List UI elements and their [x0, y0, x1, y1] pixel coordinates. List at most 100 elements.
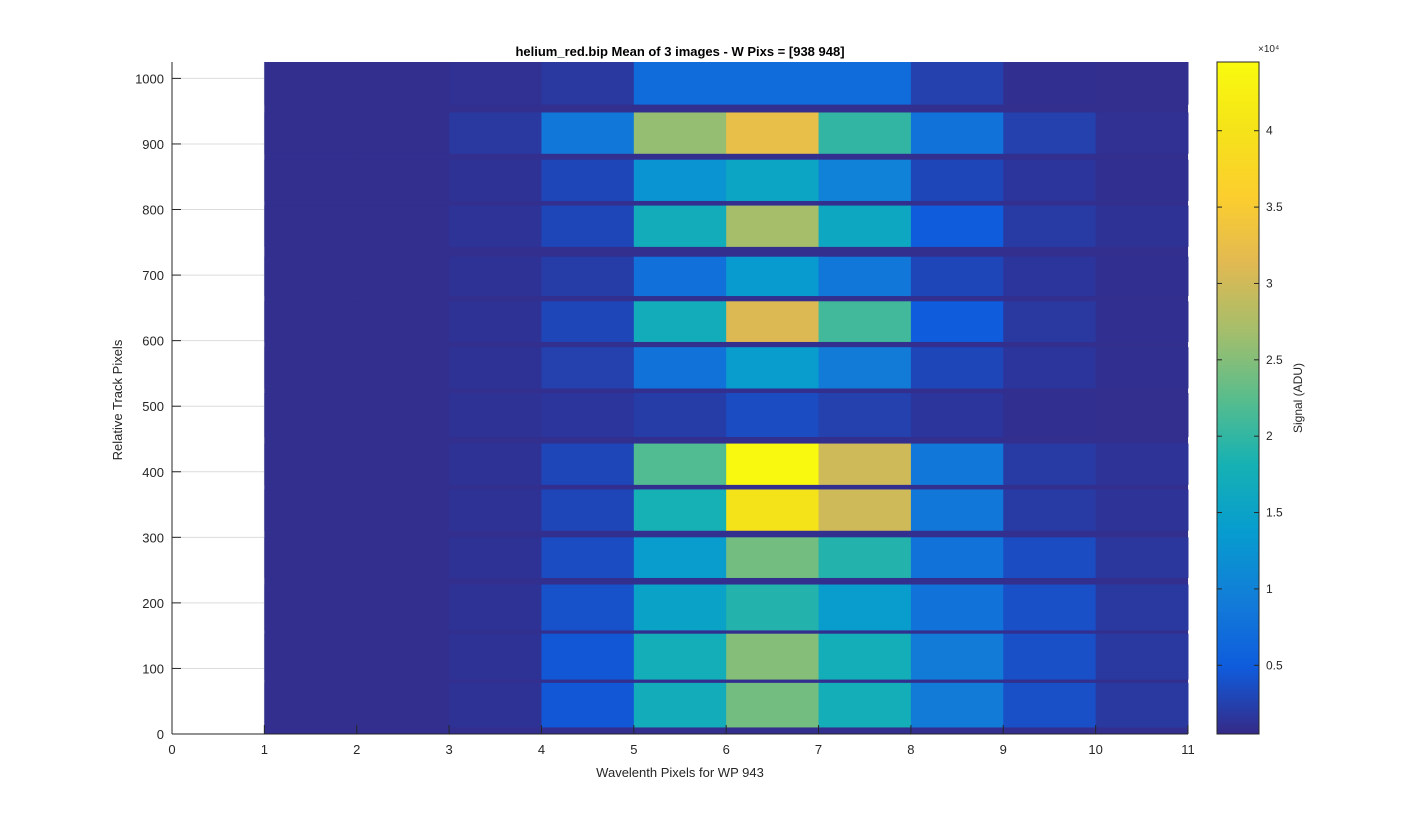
heatmap-cell	[1095, 159, 1189, 201]
colorbar: 0.5 1 1.5 2 2.5 3 3.5 4	[1216, 61, 1283, 735]
heatmap-cell	[449, 489, 542, 531]
heatmap-cell	[633, 443, 727, 485]
heatmap-cell	[356, 112, 450, 154]
heatmap-cell	[1095, 347, 1189, 389]
heatmap-cell	[818, 205, 912, 247]
chart-title: helium_red.bip Mean of 3 images - W Pixs…	[515, 44, 844, 59]
heatmap-cell	[264, 393, 358, 438]
heatmap-cell	[633, 256, 727, 297]
heatmap-cell	[726, 682, 820, 728]
heatmap-cell	[818, 633, 912, 680]
x-tick-label: 9	[1000, 742, 1007, 757]
heatmap-cell	[910, 205, 1004, 247]
heatmap-cell	[264, 205, 358, 247]
heatmap-cell	[541, 537, 635, 578]
heatmap-cell	[818, 537, 912, 578]
y-tick-label: 500	[142, 399, 164, 414]
heatmap-cell	[356, 443, 450, 485]
y-tick-label: 100	[142, 661, 164, 676]
heatmap-cell	[910, 489, 1004, 531]
heatmap-cell	[726, 633, 820, 680]
heatmap-cell	[1003, 537, 1097, 578]
heatmap-cell	[910, 159, 1004, 201]
x-tick-label: 10	[1088, 742, 1102, 757]
heatmap-cell	[541, 256, 635, 297]
heatmap-cell	[449, 584, 542, 631]
heatmap-cell	[818, 112, 912, 154]
heatmap-cell	[449, 159, 542, 201]
heatmap-cell	[541, 205, 635, 247]
heatmap-cell	[726, 489, 820, 531]
heatmap-cell	[726, 112, 820, 154]
heatmap-cell	[726, 62, 820, 105]
heatmap-cell	[1095, 393, 1189, 438]
heatmap-cell	[818, 682, 912, 728]
axes: 0 1 2 3 4 5 6 7 8 9 10 11 0 100 200 300 400 500 600 700 800 9…	[135, 62, 1195, 757]
x-tick-label: 7	[815, 742, 822, 757]
x-tick-label: 11	[1181, 742, 1195, 757]
y-tick-label: 700	[142, 268, 164, 283]
heatmap-cell	[264, 682, 358, 728]
y-tick-label: 0	[157, 727, 164, 742]
heatmap-cell	[264, 347, 358, 389]
heatmap-cell	[449, 62, 542, 105]
heatmap-cell	[726, 393, 820, 438]
heatmap-cell	[264, 159, 358, 201]
heatmap-cell	[1003, 489, 1097, 531]
heatmap-cell	[818, 347, 912, 389]
x-tick-label: 6	[723, 742, 730, 757]
heatmap-cell	[910, 443, 1004, 485]
heatmap-cell	[356, 633, 450, 680]
heatmap-cell	[910, 537, 1004, 578]
heatmap-cell	[1095, 301, 1189, 342]
heatmap-cell	[633, 537, 727, 578]
heatmap-cell	[356, 393, 450, 438]
heatmap-cell	[541, 112, 635, 154]
heatmap-cell	[449, 205, 542, 247]
heatmap-cell	[726, 159, 820, 201]
heatmap-cell	[356, 256, 450, 297]
heatmap-cell	[541, 489, 635, 531]
heatmap-cell	[910, 393, 1004, 438]
colorbar-tick-label: 3	[1266, 276, 1273, 290]
heatmap-cell	[910, 112, 1004, 154]
heatmap-cell	[449, 112, 542, 154]
heatmap-cell	[264, 584, 358, 631]
x-tick-label: 4	[538, 742, 545, 757]
heatmap-cell	[264, 62, 358, 105]
heatmap-cell	[1003, 682, 1097, 728]
heatmap-cell	[449, 537, 542, 578]
heatmap-cell	[726, 301, 820, 342]
heatmap-cell	[356, 489, 450, 531]
heatmap-cell	[1095, 633, 1189, 680]
y-tick-label: 900	[142, 137, 164, 152]
heatmap-cell	[910, 301, 1004, 342]
heatmap-cell	[356, 584, 450, 631]
heatmap-cell	[910, 347, 1004, 389]
heatmap-cell	[1095, 205, 1189, 247]
heatmap-cell	[264, 537, 358, 578]
colorbar-gradient	[1216, 61, 1260, 735]
heatmap-cell	[726, 584, 820, 631]
colorbar-tick-label: 1.5	[1266, 506, 1283, 520]
heatmap-cell	[1003, 347, 1097, 389]
heatmap-cell	[356, 159, 450, 201]
heatmap-cell	[541, 393, 635, 438]
heatmap-cell	[633, 489, 727, 531]
heatmap-cell	[818, 301, 912, 342]
y-tick-label: 300	[142, 530, 164, 545]
heatmap-cell	[1095, 489, 1189, 531]
heatmap-cell	[726, 205, 820, 247]
heatmap-cell	[1095, 443, 1189, 485]
heatmap-cell	[1003, 112, 1097, 154]
heatmap-cell	[264, 112, 358, 154]
heatmap-cell	[1003, 159, 1097, 201]
heatmap-cell	[449, 443, 542, 485]
heatmap-cell	[264, 301, 358, 342]
colorbar-tick-label: 2	[1266, 429, 1273, 443]
heatmap-cell	[1095, 584, 1189, 631]
heatmap-cell	[449, 393, 542, 438]
heatmap-cell	[1003, 633, 1097, 680]
heatmap-cell	[726, 256, 820, 297]
